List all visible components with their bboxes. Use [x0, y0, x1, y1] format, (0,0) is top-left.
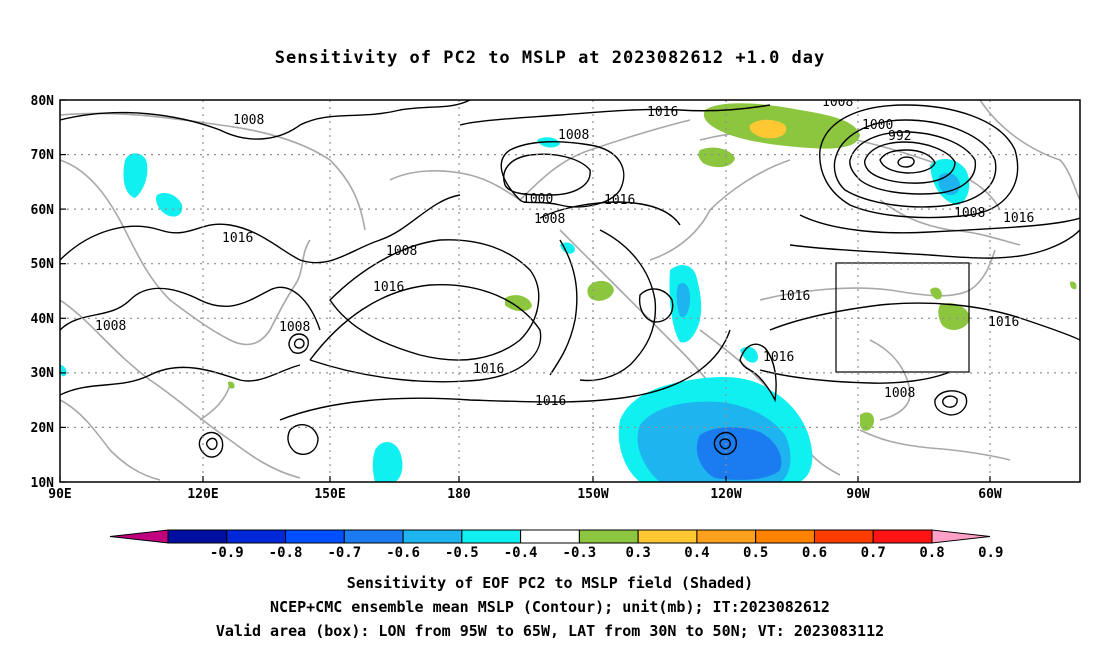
lon-label: 60W: [978, 487, 1002, 502]
coastlines: [60, 100, 1080, 481]
lon-label: 150E: [314, 487, 345, 502]
lat-label: 30N: [31, 366, 55, 381]
caption-valid-area: Valid area (box): LON from 95W to 65W, L…: [215, 622, 885, 640]
colorbar-label: -0.8: [269, 545, 303, 561]
contour-label: 992: [888, 129, 911, 144]
colorbar-label: -0.7: [327, 545, 361, 561]
tick-marks: [59, 99, 991, 483]
lat-label: 20N: [31, 421, 55, 436]
colorbar-label: 0.5: [743, 545, 768, 561]
contour-label: 1008: [386, 244, 417, 259]
colorbar-label: -0.3: [563, 545, 597, 561]
contour-label: 1008: [279, 320, 310, 335]
colorbar-label: 0.3: [626, 545, 651, 561]
contour-label: 1016: [373, 280, 404, 295]
colorbar-swatch: [343, 529, 404, 544]
latitude-labels: 80N 70N 60N 50N 40N 30N 20N 10N: [31, 94, 55, 491]
caption-shading: Sensitivity of EOF PC2 to MSLP field (Sh…: [346, 574, 754, 592]
lat-label: 80N: [31, 94, 55, 109]
lon-label: 180: [447, 487, 471, 502]
contour-label: 1016: [535, 394, 566, 409]
colorbar-swatch: [813, 529, 874, 544]
plot-frame: [59, 99, 1081, 483]
colorbar-label: 0.6: [802, 545, 827, 561]
lon-label: 90E: [48, 487, 71, 502]
contour-label: 1016: [473, 362, 504, 377]
colorbar-label: 0.7: [861, 545, 886, 561]
valid-area-box: [835, 262, 970, 373]
mslp-contours: [60, 100, 1080, 458]
contour-label: 1016: [222, 231, 253, 246]
map-title: Sensitivity of PC2 to MSLP at 2023082612…: [274, 48, 826, 68]
colorbar-label: 0.9: [978, 545, 1003, 561]
colorbar-arrow-low: [109, 529, 169, 544]
colorbar-label: -0.6: [386, 545, 420, 561]
contour-label: 1008: [884, 386, 915, 401]
lon-label: 90W: [846, 487, 870, 502]
colorbar-swatch: [285, 529, 345, 544]
colorbar: -0.9 -0.8 -0.7 -0.6 -0.5 -0.4 -0.3 0.3 0.4 0.5 0.6…: [109, 529, 1003, 561]
contour-label-group: 1008 1016 1008 1000 1008 1016 1016 1008 …: [95, 95, 1034, 409]
contour-label: 1008: [233, 113, 264, 128]
contour-label: 1016: [1003, 211, 1034, 226]
contour-label: 1000: [862, 118, 893, 133]
colorbar-label: -0.4: [504, 545, 538, 561]
colorbar-label: 0.4: [684, 545, 709, 561]
colorbar-label: 0.8: [919, 545, 944, 561]
contour-label: 1008: [534, 212, 565, 227]
shading-negative-core: [696, 427, 782, 480]
lat-label: 50N: [31, 257, 55, 272]
colorbar-label: -0.9: [210, 545, 244, 561]
longitude-labels: 90E 120E 150E 180 150W 120W 90W 60W: [48, 487, 1002, 502]
colorbar-arrow-high: [931, 529, 991, 544]
contour-label-group-2: 1016 1016: [763, 315, 1019, 365]
colorbar-swatch: [637, 529, 698, 544]
lat-label: 10N: [31, 476, 55, 491]
contour-label: 1016: [604, 193, 635, 208]
contour-label: 1008: [822, 95, 853, 110]
gridlines: [60, 100, 1080, 482]
caption-contour: NCEP+CMC ensemble mean MSLP (Contour); u…: [270, 598, 830, 616]
contour-label: 1008: [95, 319, 126, 334]
lat-label: 70N: [31, 148, 55, 163]
lon-label: 150W: [577, 487, 608, 502]
lon-label: 120W: [710, 487, 741, 502]
colorbar-swatch: [755, 529, 815, 544]
lat-label: 40N: [31, 312, 55, 327]
shading-positive: [228, 103, 1077, 431]
colorbar-swatch: [872, 529, 933, 544]
contour-label: 1016: [763, 350, 794, 365]
contour-label: 1016: [779, 289, 810, 304]
colorbar-swatch: [696, 529, 757, 544]
shading-positive-strong: [749, 119, 787, 139]
colorbar-label: -0.5: [445, 545, 479, 561]
colorbar-swatch: [578, 529, 639, 544]
plot-content: 1008 1016 1008 1000 1008 1016 1016 1008 …: [60, 95, 1080, 482]
contour-label: 1008: [954, 206, 985, 221]
lon-label: 120E: [187, 487, 218, 502]
colorbar-swatch: [402, 529, 463, 544]
colorbar-swatch: [167, 529, 228, 544]
colorbar-swatch: [461, 529, 522, 544]
lat-label: 60N: [31, 203, 55, 218]
colorbar-swatch: [226, 529, 287, 544]
contour-label: 1008: [558, 128, 589, 143]
contour-label: 1016: [647, 105, 678, 120]
colorbar-swatch: [520, 529, 580, 544]
contour-label: 1016: [988, 315, 1019, 330]
contour-label: 1000: [522, 192, 553, 207]
